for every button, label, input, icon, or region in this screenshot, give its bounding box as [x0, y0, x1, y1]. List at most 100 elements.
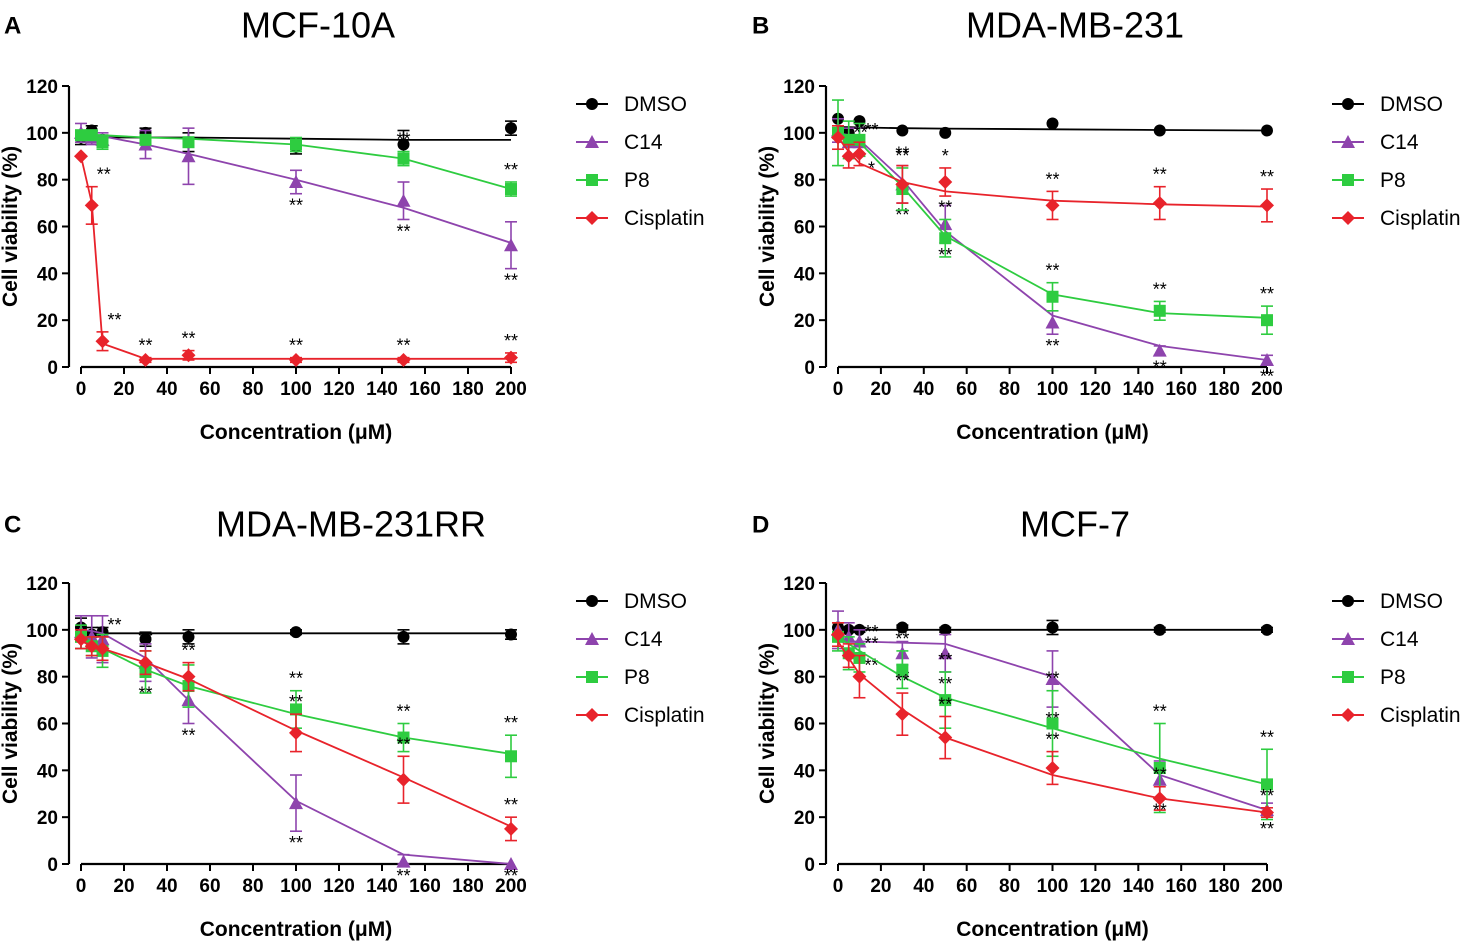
- data-point: [504, 238, 518, 252]
- legend-label: Cisplatin: [1380, 704, 1461, 727]
- legend-label: C14: [624, 628, 663, 651]
- panel-letter: D: [752, 511, 769, 538]
- significance-label: **: [138, 629, 152, 649]
- significance-label: **: [1153, 357, 1167, 377]
- significance-label: **: [396, 866, 410, 886]
- legend-label: C14: [1380, 628, 1419, 651]
- y-tick-label: 120: [783, 77, 815, 98]
- y-tick-label: 40: [37, 761, 58, 782]
- x-tick-label: 120: [1080, 379, 1112, 400]
- significance-label: **: [504, 160, 518, 180]
- significance-label: **: [1260, 367, 1274, 387]
- data-point: [1261, 124, 1273, 137]
- legend-marker: [586, 595, 598, 607]
- legend-marker: [585, 708, 599, 722]
- data-point: [1045, 198, 1060, 213]
- x-tick-label: 140: [366, 876, 398, 897]
- legend-item-p8: P8: [1332, 169, 1406, 192]
- y-tick-label: 100: [783, 124, 815, 145]
- data-point: [1152, 791, 1167, 806]
- x-tick-label: 160: [1165, 876, 1197, 897]
- x-tick-label: 80: [242, 379, 263, 400]
- data-point: [1260, 352, 1274, 366]
- y-tick-label: 100: [26, 621, 58, 642]
- significance-label: **: [1260, 167, 1274, 187]
- legend-label: DMSO: [1380, 590, 1443, 613]
- data-point: [896, 621, 909, 634]
- y-tick-label: 60: [794, 715, 815, 736]
- significance-label: **: [1045, 169, 1059, 189]
- series-dmso: [832, 619, 1273, 636]
- legend-marker: [1342, 595, 1354, 607]
- data-point: [84, 198, 99, 213]
- chart-title: MCF-7: [1020, 504, 1130, 545]
- data-point: [1045, 760, 1060, 775]
- series-cisplatin: ************: [831, 622, 1274, 820]
- y-tick-label: 0: [804, 855, 815, 876]
- x-tick-label: 200: [495, 876, 527, 897]
- x-tick-label: 120: [323, 379, 355, 400]
- data-point: [1045, 315, 1060, 329]
- data-point: [397, 138, 410, 151]
- significance-label: **: [181, 641, 195, 661]
- legend-item-cisplatin: Cisplatin: [1332, 704, 1461, 727]
- data-point: [182, 630, 195, 643]
- significance-label: **: [864, 120, 878, 140]
- significance-label: **: [504, 271, 518, 291]
- data-point: [84, 639, 99, 654]
- legend-item-c14: C14: [1332, 628, 1419, 651]
- legend-marker: [586, 98, 598, 110]
- y-tick-label: 40: [794, 761, 815, 782]
- x-tick-label: 60: [199, 379, 220, 400]
- data-point: [505, 122, 517, 135]
- y-axis-title: Cell viability (%): [756, 146, 779, 307]
- x-tick-label: 120: [1080, 876, 1112, 897]
- x-tick-label: 0: [833, 876, 844, 897]
- x-tick-label: 140: [366, 379, 398, 400]
- data-point: [289, 175, 303, 189]
- data-point: [181, 149, 196, 163]
- legend-item-p8: P8: [576, 666, 650, 689]
- x-tick-label: 0: [76, 876, 87, 897]
- x-tick-label: 40: [913, 379, 934, 400]
- legend-label: P8: [1380, 169, 1406, 192]
- significance-label: **: [181, 726, 195, 746]
- data-point: [290, 703, 302, 716]
- significance-label: **: [138, 336, 152, 356]
- legend-marker: [1341, 135, 1355, 148]
- x-tick-label: 80: [999, 379, 1020, 400]
- significance-label: **: [895, 671, 909, 691]
- y-tick-label: 40: [794, 264, 815, 285]
- y-tick-label: 40: [37, 264, 58, 285]
- legend: DMSO C14 P8 Cisplatin: [576, 93, 705, 230]
- significance-label: **: [181, 329, 195, 349]
- x-tick-label: 20: [870, 876, 891, 897]
- legend-label: Cisplatin: [1380, 207, 1461, 230]
- significance-label: **: [289, 669, 303, 689]
- fit-line: [837, 636, 1268, 786]
- data-point: [1046, 117, 1059, 130]
- data-point: [504, 350, 518, 365]
- x-tick-label: 180: [452, 876, 484, 897]
- data-point: [831, 130, 845, 145]
- x-tick-label: 100: [1037, 379, 1069, 400]
- data-point: [896, 663, 909, 676]
- significance-label: **: [289, 692, 303, 712]
- series-p8: ** **: [75, 129, 518, 197]
- legend-item-p8: P8: [1332, 666, 1406, 689]
- data-point: [74, 149, 88, 164]
- x-tick-label: 20: [870, 379, 891, 400]
- data-point: [290, 626, 302, 639]
- chart-title: MDA-MB-231RR: [216, 504, 486, 545]
- y-tick-label: 0: [804, 358, 815, 379]
- significance-label: **: [1153, 765, 1167, 785]
- data-point: [75, 129, 87, 142]
- data-point: [396, 854, 411, 868]
- significance-label: **: [1045, 730, 1059, 750]
- data-point: [852, 146, 867, 161]
- significance-label: **: [895, 629, 909, 649]
- data-point: [1261, 623, 1273, 636]
- y-axis-title: Cell viability (%): [0, 146, 22, 307]
- significance-label: **: [1153, 165, 1167, 185]
